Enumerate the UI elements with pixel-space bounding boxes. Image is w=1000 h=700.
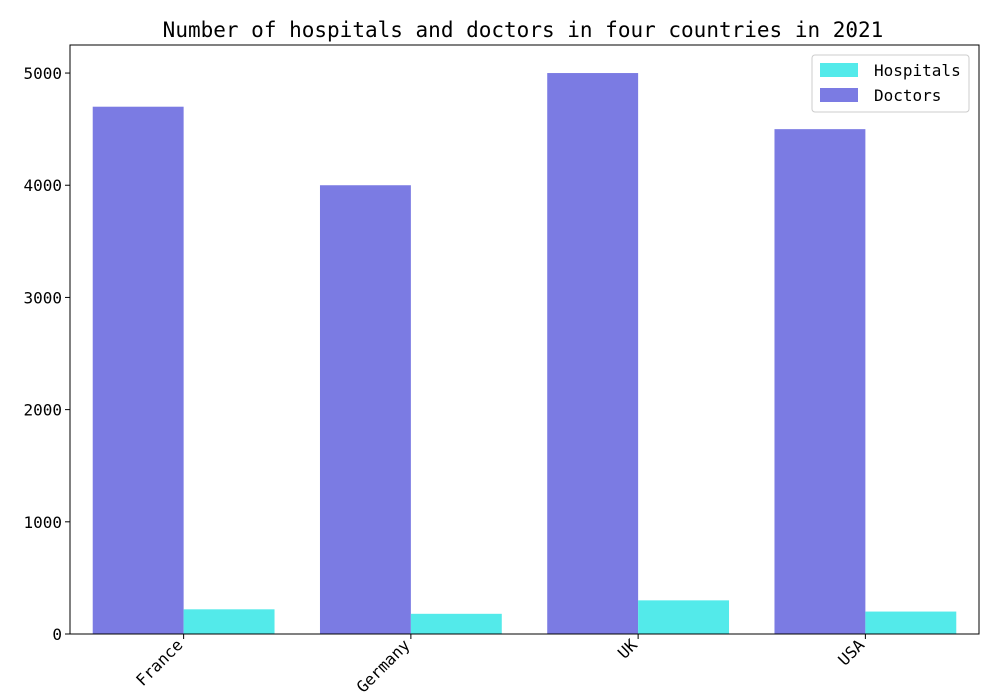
y-tick-label: 2000 [23, 401, 62, 420]
x-tick-label: UK [614, 635, 641, 662]
bar-doctors-germany [320, 185, 411, 634]
chart-title: Number of hospitals and doctors in four … [163, 18, 884, 42]
y-tick-label: 1000 [23, 513, 62, 532]
bars-group [93, 73, 957, 634]
x-tick-label: Germany [353, 635, 414, 696]
y-tick-label: 0 [52, 625, 62, 644]
bar-hospitals-uk [638, 600, 729, 634]
y-tick-label: 4000 [23, 176, 62, 195]
bar-hospitals-usa [865, 612, 956, 634]
x-tick-label: France [132, 635, 186, 689]
x-axis: France Germany UK USA [132, 634, 868, 697]
legend-label-doctors: Doctors [874, 86, 941, 105]
bar-doctors-uk [547, 73, 638, 634]
bar-hospitals-germany [411, 614, 502, 634]
bar-doctors-usa [774, 129, 865, 634]
legend-label-hospitals: Hospitals [874, 61, 961, 80]
legend-swatch-doctors [820, 88, 858, 102]
bar-hospitals-france [184, 609, 275, 634]
y-tick-label: 3000 [23, 288, 62, 307]
legend: Hospitals Doctors [812, 55, 969, 112]
x-tick-label: USA [834, 635, 868, 669]
legend-swatch-hospitals [820, 63, 858, 77]
bar-doctors-france [93, 107, 184, 634]
y-tick-label: 5000 [23, 64, 62, 83]
y-axis: 0 1000 2000 3000 4000 5000 [23, 64, 70, 644]
